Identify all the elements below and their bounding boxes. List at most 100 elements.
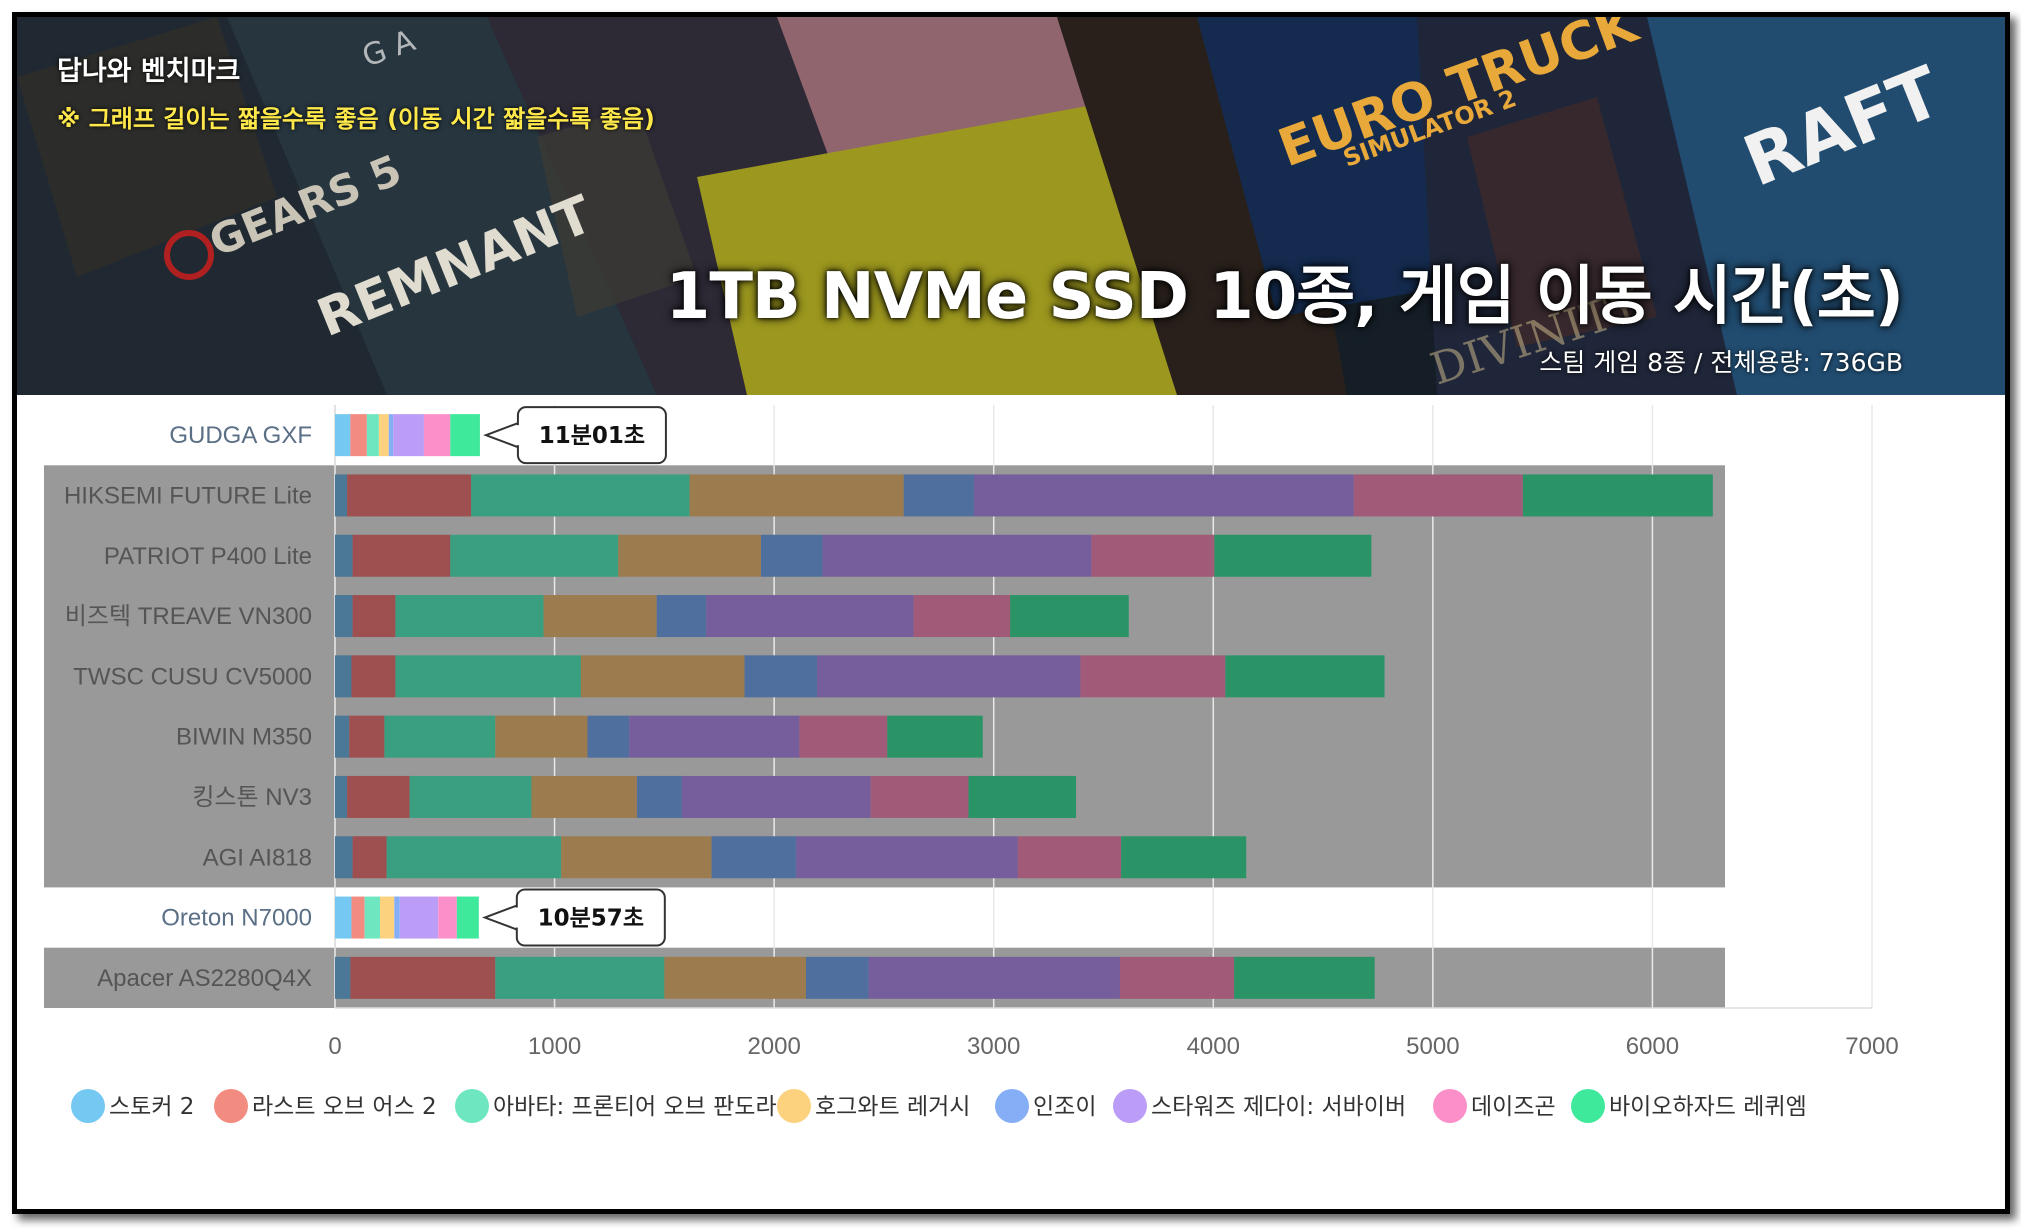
- x-tick-label: 7000: [1845, 1033, 1898, 1060]
- bar-segment: [350, 414, 367, 457]
- bar-segment: [681, 775, 871, 818]
- bar-segment: [423, 414, 451, 457]
- category-label: PATRIOT P400 Lite: [104, 543, 312, 570]
- bar-segment: [380, 896, 395, 939]
- bar-segment: [388, 414, 394, 457]
- bar-segment: [816, 655, 1081, 698]
- bar-segment: [399, 896, 439, 939]
- bar-segment: [409, 775, 532, 818]
- bar-segment: [587, 715, 630, 758]
- bar-segment: [364, 896, 381, 939]
- bar-segment: [352, 836, 387, 879]
- callout-pointer: [481, 904, 518, 931]
- bar-segment: [689, 474, 904, 517]
- bar-segment: [395, 655, 581, 698]
- legend-swatch: [1433, 1089, 1467, 1123]
- legend-label: 라스트 오브 어스 2: [252, 1094, 437, 1120]
- bar-segment: [903, 474, 974, 517]
- bar-segment: [347, 775, 410, 818]
- x-tick-label: 4000: [1187, 1033, 1240, 1060]
- bar-segment: [335, 775, 348, 818]
- bar-segment: [618, 534, 761, 577]
- category-label: 킹스톤 NV3: [192, 784, 312, 811]
- bar-segment: [744, 655, 817, 698]
- legend-item: 데이즈곤: [1433, 1089, 1556, 1123]
- category-label: HIKSEMI FUTURE Lite: [64, 482, 312, 509]
- legend-swatch: [1113, 1089, 1147, 1123]
- legend-label: 스토커 2: [109, 1094, 194, 1120]
- bar-segment: [1121, 836, 1247, 879]
- bar-segment: [868, 956, 1120, 999]
- bar-segment: [495, 715, 588, 758]
- bar-segment: [1010, 595, 1129, 638]
- x-tick-label: 3000: [967, 1033, 1020, 1060]
- bar-segment: [1080, 655, 1226, 698]
- legend-label: 인조이: [1033, 1094, 1096, 1120]
- bar-segment: [870, 775, 969, 818]
- bar-segment: [1091, 534, 1215, 577]
- legend-swatch: [777, 1089, 811, 1123]
- legend-item: 라스트 오브 어스 2: [214, 1089, 437, 1123]
- category-label: 비즈텍 TREAVE VN300: [65, 603, 312, 630]
- callout-joint: [515, 425, 521, 446]
- bar-segment: [350, 956, 496, 999]
- legend-swatch: [455, 1089, 489, 1123]
- time-callout: 11분01초: [483, 406, 667, 465]
- bar-segment: [629, 715, 800, 758]
- legend-item: 바이오하자드 레퀴엠: [1571, 1089, 1807, 1123]
- legend-label: 호그와트 레거시: [815, 1094, 970, 1120]
- bar-segment: [664, 956, 806, 999]
- bar-segment: [706, 595, 914, 638]
- bar-segment: [352, 534, 451, 577]
- bar-segment: [760, 534, 823, 577]
- bar-segment: [393, 414, 424, 457]
- bar-segment: [347, 474, 472, 517]
- category-label: GUDGA GXF: [169, 422, 312, 449]
- banner-artwork: GEARS 5 REMNANT EURO TRUCK SIMULATOR 2 R…: [17, 17, 2005, 395]
- category-label: AGI AI818: [203, 844, 312, 871]
- bar-segment: [384, 715, 496, 758]
- chart-frame: GEARS 5 REMNANT EURO TRUCK SIMULATOR 2 R…: [12, 12, 2010, 1214]
- bar-segment: [968, 775, 1077, 818]
- bar-segment: [450, 414, 480, 457]
- legend-label: 바이오하자드 레퀴엠: [1609, 1094, 1807, 1120]
- callout-label: 11분01초: [539, 423, 645, 449]
- bar-segment: [711, 836, 797, 879]
- chart-note: ※ 그래프 길이는 짧을수록 좋음 (이동 시간 짧을수록 좋음): [57, 105, 655, 133]
- bar-segment: [335, 715, 350, 758]
- x-tick-label: 5000: [1406, 1033, 1459, 1060]
- bar-segment: [349, 715, 385, 758]
- chart-subtitle: 스팀 게임 8종 / 전체용량: 736GB: [1539, 348, 1903, 377]
- bar-segment: [1353, 474, 1523, 517]
- legend-item: 스타워즈 제다이: 서바이버: [1113, 1089, 1406, 1123]
- bar-segment: [561, 836, 712, 879]
- bar-segment: [636, 775, 682, 818]
- bar-segment: [335, 836, 353, 879]
- legend-label: 데이즈곤: [1471, 1094, 1556, 1120]
- bar-segment: [1119, 956, 1235, 999]
- bar-segment: [351, 655, 396, 698]
- bar-segment: [394, 896, 400, 939]
- legend-swatch: [1571, 1089, 1605, 1123]
- bar-segment: [456, 896, 479, 939]
- callout-pointer: [483, 421, 519, 449]
- bar-segment: [335, 655, 352, 698]
- callout-joint: [514, 907, 520, 928]
- time-callout: 10분57초: [481, 888, 666, 947]
- bar-segment: [335, 896, 352, 939]
- x-tick-label: 6000: [1626, 1033, 1679, 1060]
- bar-segment: [656, 595, 707, 638]
- bar-segment: [799, 715, 888, 758]
- bar-segment: [1225, 655, 1385, 698]
- bar-segment: [543, 595, 657, 638]
- bar-segment: [378, 414, 389, 457]
- category-label: Apacer AS2280Q4X: [97, 965, 312, 992]
- bar-segment: [395, 595, 544, 638]
- bar-segment: [471, 474, 690, 517]
- header-banner: GEARS 5 REMNANT EURO TRUCK SIMULATOR 2 R…: [17, 17, 2005, 395]
- bar-segment: [335, 414, 351, 457]
- legend-swatch: [71, 1089, 105, 1123]
- bar-segment: [887, 715, 983, 758]
- legend-item: 아바타: 프론티어 오브 판도라: [455, 1089, 777, 1123]
- bar-segment: [450, 534, 619, 577]
